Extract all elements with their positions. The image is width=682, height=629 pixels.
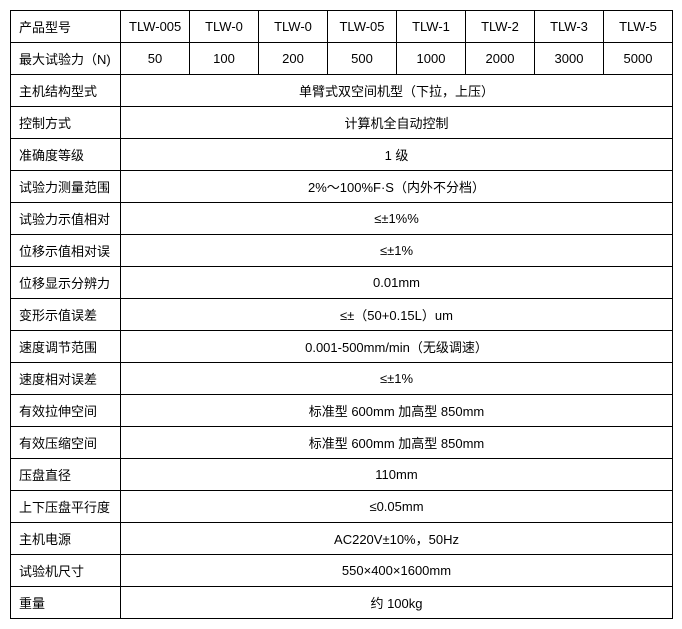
maxforce-0: 50 xyxy=(121,43,190,75)
model-7: TLW-5 xyxy=(604,11,673,43)
spec-row-7: 变形示值误差≤±（50+0.15L）um xyxy=(11,299,673,331)
spec-label-12: 压盘直径 xyxy=(11,459,121,491)
spec-label-0: 主机结构型式 xyxy=(11,75,121,107)
maxforce-4: 1000 xyxy=(397,43,466,75)
spec-row-4: 试验力示值相对≤±1%% xyxy=(11,203,673,235)
spec-value-3: 2%～100%F·S（内外不分档） xyxy=(121,171,673,203)
spec-table: 产品型号TLW-005TLW-0TLW-0TLW-05TLW-1TLW-2TLW… xyxy=(10,10,673,619)
spec-row-8: 速度调节范围0.001-500mm/min（无级调速） xyxy=(11,331,673,363)
spec-label-8: 速度调节范围 xyxy=(11,331,121,363)
spec-label-3: 试验力测量范围 xyxy=(11,171,121,203)
spec-label-13: 上下压盘平行度 xyxy=(11,491,121,523)
maxforce-row: 最大试验力（N)501002005001000200030005000 xyxy=(11,43,673,75)
maxforce-1: 100 xyxy=(190,43,259,75)
header-row: 产品型号TLW-005TLW-0TLW-0TLW-05TLW-1TLW-2TLW… xyxy=(11,11,673,43)
spec-value-0: 单臂式双空间机型（下拉，上压） xyxy=(121,75,673,107)
maxforce-6: 3000 xyxy=(535,43,604,75)
spec-label-1: 控制方式 xyxy=(11,107,121,139)
maxforce-2: 200 xyxy=(259,43,328,75)
header-label: 产品型号 xyxy=(11,11,121,43)
spec-label-2: 准确度等级 xyxy=(11,139,121,171)
spec-label-11: 有效压缩空间 xyxy=(11,427,121,459)
spec-row-11: 有效压缩空间标准型 600mm 加高型 850mm xyxy=(11,427,673,459)
spec-label-6: 位移显示分辨力 xyxy=(11,267,121,299)
spec-row-0: 主机结构型式单臂式双空间机型（下拉，上压） xyxy=(11,75,673,107)
spec-row-13: 上下压盘平行度≤0.05mm xyxy=(11,491,673,523)
spec-row-1: 控制方式计算机全自动控制 xyxy=(11,107,673,139)
spec-value-15: 550×400×1600mm xyxy=(121,555,673,587)
maxforce-5: 2000 xyxy=(466,43,535,75)
spec-value-16: 约 100kg xyxy=(121,587,673,619)
spec-label-4: 试验力示值相对 xyxy=(11,203,121,235)
spec-row-6: 位移显示分辨力0.01mm xyxy=(11,267,673,299)
model-1: TLW-0 xyxy=(190,11,259,43)
model-3: TLW-05 xyxy=(328,11,397,43)
spec-value-12: 110mm xyxy=(121,459,673,491)
model-5: TLW-2 xyxy=(466,11,535,43)
spec-row-5: 位移示值相对误≤±1% xyxy=(11,235,673,267)
spec-label-16: 重量 xyxy=(11,587,121,619)
spec-label-14: 主机电源 xyxy=(11,523,121,555)
maxforce-7: 5000 xyxy=(604,43,673,75)
spec-value-13: ≤0.05mm xyxy=(121,491,673,523)
spec-value-5: ≤±1% xyxy=(121,235,673,267)
spec-value-9: ≤±1% xyxy=(121,363,673,395)
spec-label-9: 速度相对误差 xyxy=(11,363,121,395)
spec-value-7: ≤±（50+0.15L）um xyxy=(121,299,673,331)
model-0: TLW-005 xyxy=(121,11,190,43)
spec-value-1: 计算机全自动控制 xyxy=(121,107,673,139)
spec-value-10: 标准型 600mm 加高型 850mm xyxy=(121,395,673,427)
spec-row-12: 压盘直径110mm xyxy=(11,459,673,491)
spec-row-3: 试验力测量范围2%～100%F·S（内外不分档） xyxy=(11,171,673,203)
spec-label-5: 位移示值相对误 xyxy=(11,235,121,267)
spec-row-9: 速度相对误差≤±1% xyxy=(11,363,673,395)
maxforce-3: 500 xyxy=(328,43,397,75)
model-2: TLW-0 xyxy=(259,11,328,43)
spec-row-14: 主机电源AC220V±10%，50Hz xyxy=(11,523,673,555)
spec-value-14: AC220V±10%，50Hz xyxy=(121,523,673,555)
spec-value-11: 标准型 600mm 加高型 850mm xyxy=(121,427,673,459)
spec-value-8: 0.001-500mm/min（无级调速） xyxy=(121,331,673,363)
spec-value-4: ≤±1%% xyxy=(121,203,673,235)
spec-row-15: 试验机尺寸550×400×1600mm xyxy=(11,555,673,587)
model-6: TLW-3 xyxy=(535,11,604,43)
spec-label-15: 试验机尺寸 xyxy=(11,555,121,587)
spec-row-2: 准确度等级1 级 xyxy=(11,139,673,171)
maxforce-label: 最大试验力（N) xyxy=(11,43,121,75)
spec-label-7: 变形示值误差 xyxy=(11,299,121,331)
model-4: TLW-1 xyxy=(397,11,466,43)
spec-row-16: 重量约 100kg xyxy=(11,587,673,619)
spec-label-10: 有效拉伸空间 xyxy=(11,395,121,427)
spec-row-10: 有效拉伸空间标准型 600mm 加高型 850mm xyxy=(11,395,673,427)
spec-value-6: 0.01mm xyxy=(121,267,673,299)
spec-value-2: 1 级 xyxy=(121,139,673,171)
